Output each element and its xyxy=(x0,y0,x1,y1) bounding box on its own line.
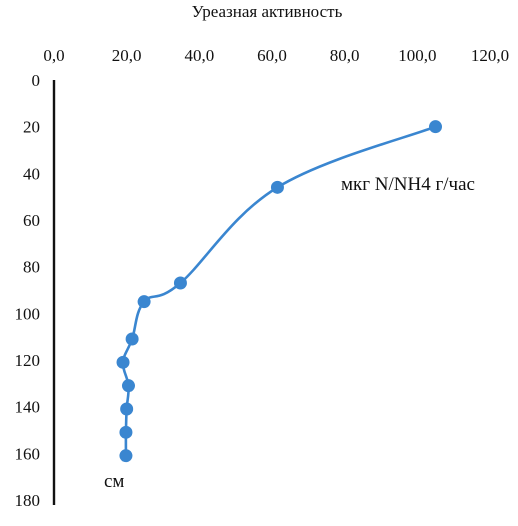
data-point xyxy=(120,402,134,416)
data-point xyxy=(119,449,133,463)
y-tick-label: 160 xyxy=(15,444,41,463)
data-point xyxy=(121,379,135,393)
y-axis-tick-labels: 0 20 40 60 80 100 120 140 160 180 xyxy=(15,71,41,510)
x-tick-label: 100,0 xyxy=(398,46,436,65)
data-point xyxy=(270,180,284,194)
data-point xyxy=(137,295,151,309)
unit-annotation: мкг N/NH4 г/час xyxy=(341,174,475,195)
x-tick-label: 80,0 xyxy=(330,46,360,65)
y-tick-label: 100 xyxy=(15,304,41,323)
y-tick-label: 0 xyxy=(32,71,41,90)
plot-series xyxy=(116,120,442,463)
data-point xyxy=(119,425,133,439)
data-point xyxy=(173,276,187,290)
x-tick-label: 120,0 xyxy=(471,46,509,65)
y-tick-label: 120 xyxy=(15,351,41,370)
x-axis-tick-labels: 0,0 20,0 40,0 60,0 80,0 100,0 120,0 xyxy=(43,46,509,65)
x-tick-label: 60,0 xyxy=(257,46,287,65)
chart-title: Уреазная активность xyxy=(192,2,343,21)
y-tick-label: 180 xyxy=(15,491,41,510)
y-tick-label: 40 xyxy=(23,164,40,183)
depth-unit-annotation: см xyxy=(104,471,124,492)
y-tick-label: 60 xyxy=(23,211,40,230)
y-tick-label: 20 xyxy=(23,118,40,137)
x-tick-label: 0,0 xyxy=(43,46,64,65)
data-point xyxy=(429,120,442,134)
y-tick-label: 140 xyxy=(15,398,41,417)
data-point xyxy=(125,332,139,346)
data-point xyxy=(116,355,130,369)
y-tick-label: 80 xyxy=(23,258,40,277)
x-tick-label: 20,0 xyxy=(112,46,142,65)
x-tick-label: 40,0 xyxy=(184,46,214,65)
